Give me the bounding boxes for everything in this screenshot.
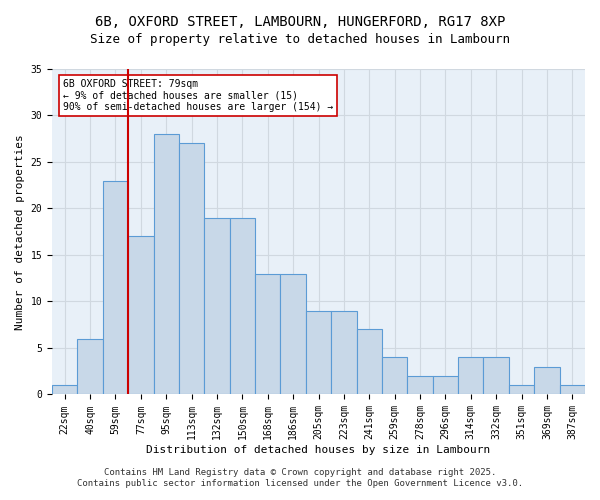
Bar (560, 385, 585, 394)
Bar (306, 311, 331, 394)
Text: Contains HM Land Registry data © Crown copyright and database right 2025.
Contai: Contains HM Land Registry data © Crown c… (77, 468, 523, 487)
Bar (458, 358, 484, 395)
Bar (509, 385, 534, 394)
Y-axis label: Number of detached properties: Number of detached properties (15, 134, 25, 330)
Bar (534, 366, 560, 394)
Bar (128, 236, 154, 394)
Bar (52, 385, 77, 394)
Text: 6B, OXFORD STREET, LAMBOURN, HUNGERFORD, RG17 8XP: 6B, OXFORD STREET, LAMBOURN, HUNGERFORD,… (95, 15, 505, 29)
Text: Size of property relative to detached houses in Lambourn: Size of property relative to detached ho… (90, 32, 510, 46)
X-axis label: Distribution of detached houses by size in Lambourn: Distribution of detached houses by size … (146, 445, 491, 455)
Bar (331, 311, 356, 394)
Bar (407, 376, 433, 394)
Bar (484, 358, 509, 395)
Bar (433, 376, 458, 394)
Bar (154, 134, 179, 394)
Bar (356, 330, 382, 394)
Bar (77, 338, 103, 394)
Bar (205, 218, 230, 394)
Bar (179, 144, 205, 394)
Bar (280, 274, 306, 394)
Bar (382, 358, 407, 395)
Bar (103, 180, 128, 394)
Text: 6B OXFORD STREET: 79sqm
← 9% of detached houses are smaller (15)
90% of semi-det: 6B OXFORD STREET: 79sqm ← 9% of detached… (62, 79, 333, 112)
Bar (255, 274, 280, 394)
Bar (230, 218, 255, 394)
